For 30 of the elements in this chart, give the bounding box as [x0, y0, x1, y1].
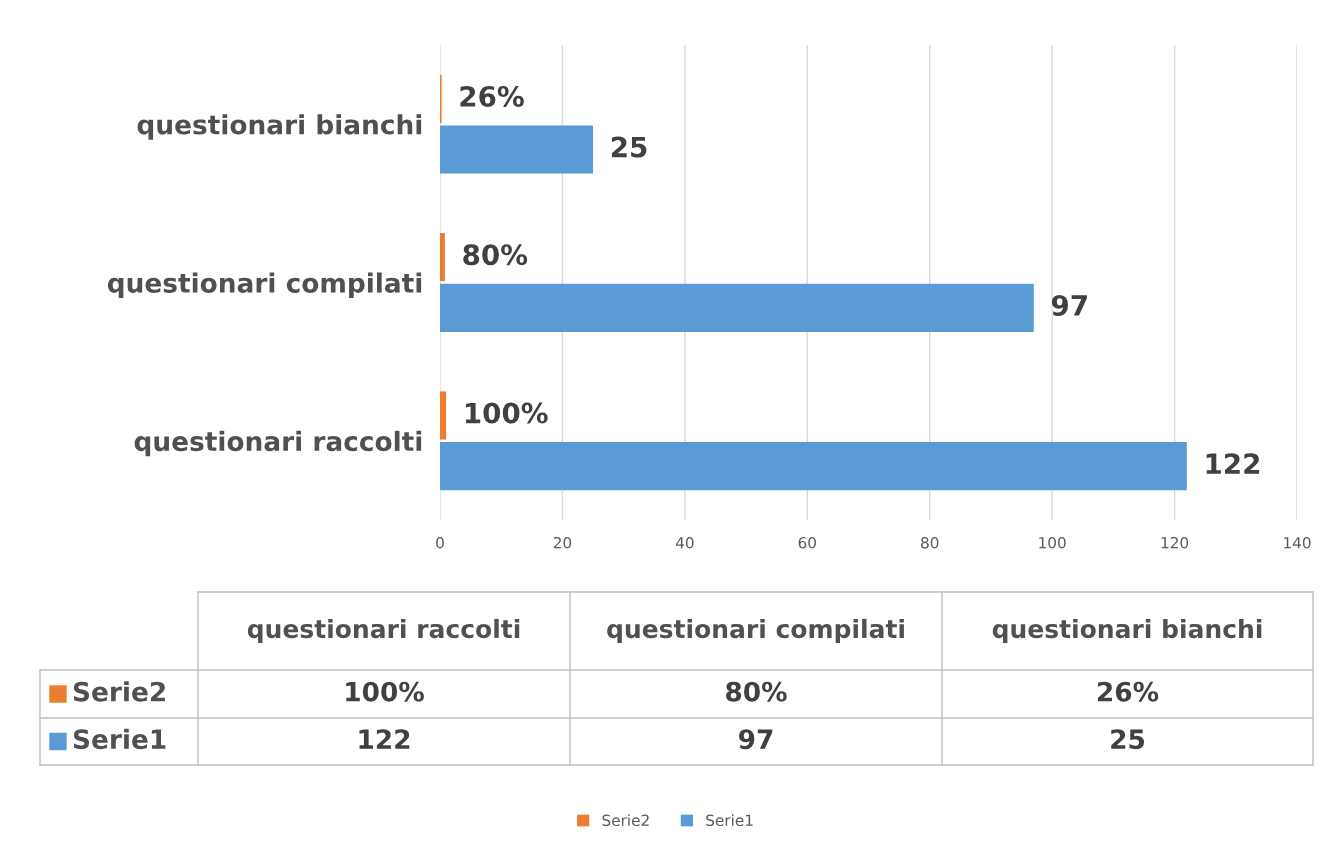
text: 80%: [726, 681, 787, 702]
x-tick-label: 100: [1039, 536, 1066, 549]
text: 25: [1111, 729, 1145, 750]
text: 97: [739, 729, 773, 750]
x-tick-label: 140: [1284, 536, 1311, 549]
x-tick-label: 20: [553, 536, 572, 549]
text: 100%: [346, 681, 424, 702]
x-tick-label: 80: [921, 536, 939, 549]
category-label: questionari raccolti: [247, 618, 520, 644]
data-label: 100%: [465, 402, 548, 424]
y-tick-label: questionari bianchi: [137, 114, 422, 140]
text: Serie2: [602, 814, 649, 827]
text: 122: [359, 729, 410, 749]
legend-label: Serie2: [73, 681, 165, 702]
data-label: 122: [1206, 453, 1260, 474]
x-tick-label: 0: [436, 536, 444, 549]
category-label: questionari bianchi: [992, 618, 1262, 644]
legend-label: Serie1: [706, 814, 753, 827]
data-label: 26%: [460, 85, 524, 107]
y-tick-label: questionari compilati: [107, 272, 422, 299]
x-tick-label: 40: [675, 536, 694, 549]
y-tick-label: questionari raccolti: [134, 430, 422, 457]
text: Serie1: [73, 728, 166, 750]
x-tick-label: 60: [798, 536, 816, 549]
data-label: 25: [611, 136, 647, 158]
category-label: questionari compilati: [607, 618, 904, 644]
text: 26%: [1098, 681, 1159, 702]
x-tick-label: 120: [1161, 536, 1189, 549]
data-label: 97: [1051, 294, 1087, 316]
data-label: 80%: [463, 244, 528, 266]
